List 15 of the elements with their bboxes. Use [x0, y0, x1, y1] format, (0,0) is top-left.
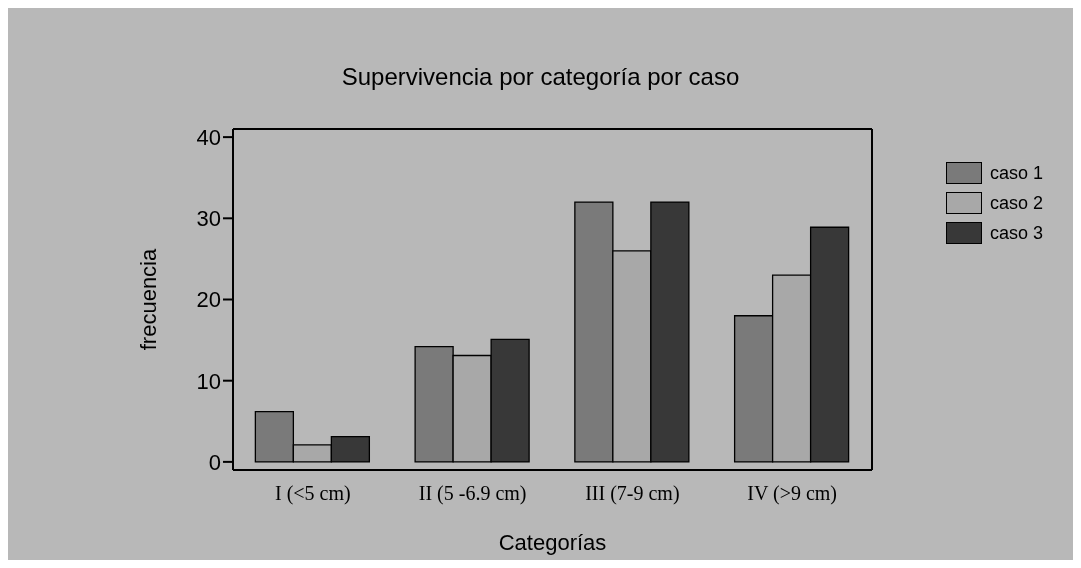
x-tick-label: II (5 -6.9 cm)	[418, 482, 527, 506]
x-axis-title: Categorías	[498, 530, 607, 555]
x-tick-label: III (7-9 cm)	[585, 482, 680, 506]
legend-label: caso 1	[989, 162, 1043, 184]
y-tick-label: 0	[208, 449, 221, 475]
x-tick-label: I (<5 cm)	[275, 482, 351, 506]
x-tick-label: IV (>9 cm)	[747, 482, 838, 506]
y-tick-label: 30	[196, 206, 221, 232]
y-tick-label: 10	[196, 368, 221, 394]
chart-title: Supervivencia por categoría por caso	[340, 63, 741, 91]
y-tick-label: 20	[196, 287, 221, 313]
y-tick-label: 40	[196, 124, 221, 150]
legend-label: caso 2	[989, 192, 1043, 214]
y-axis-title: frecuencia	[135, 247, 161, 351]
legend-label: caso 3	[989, 222, 1043, 244]
